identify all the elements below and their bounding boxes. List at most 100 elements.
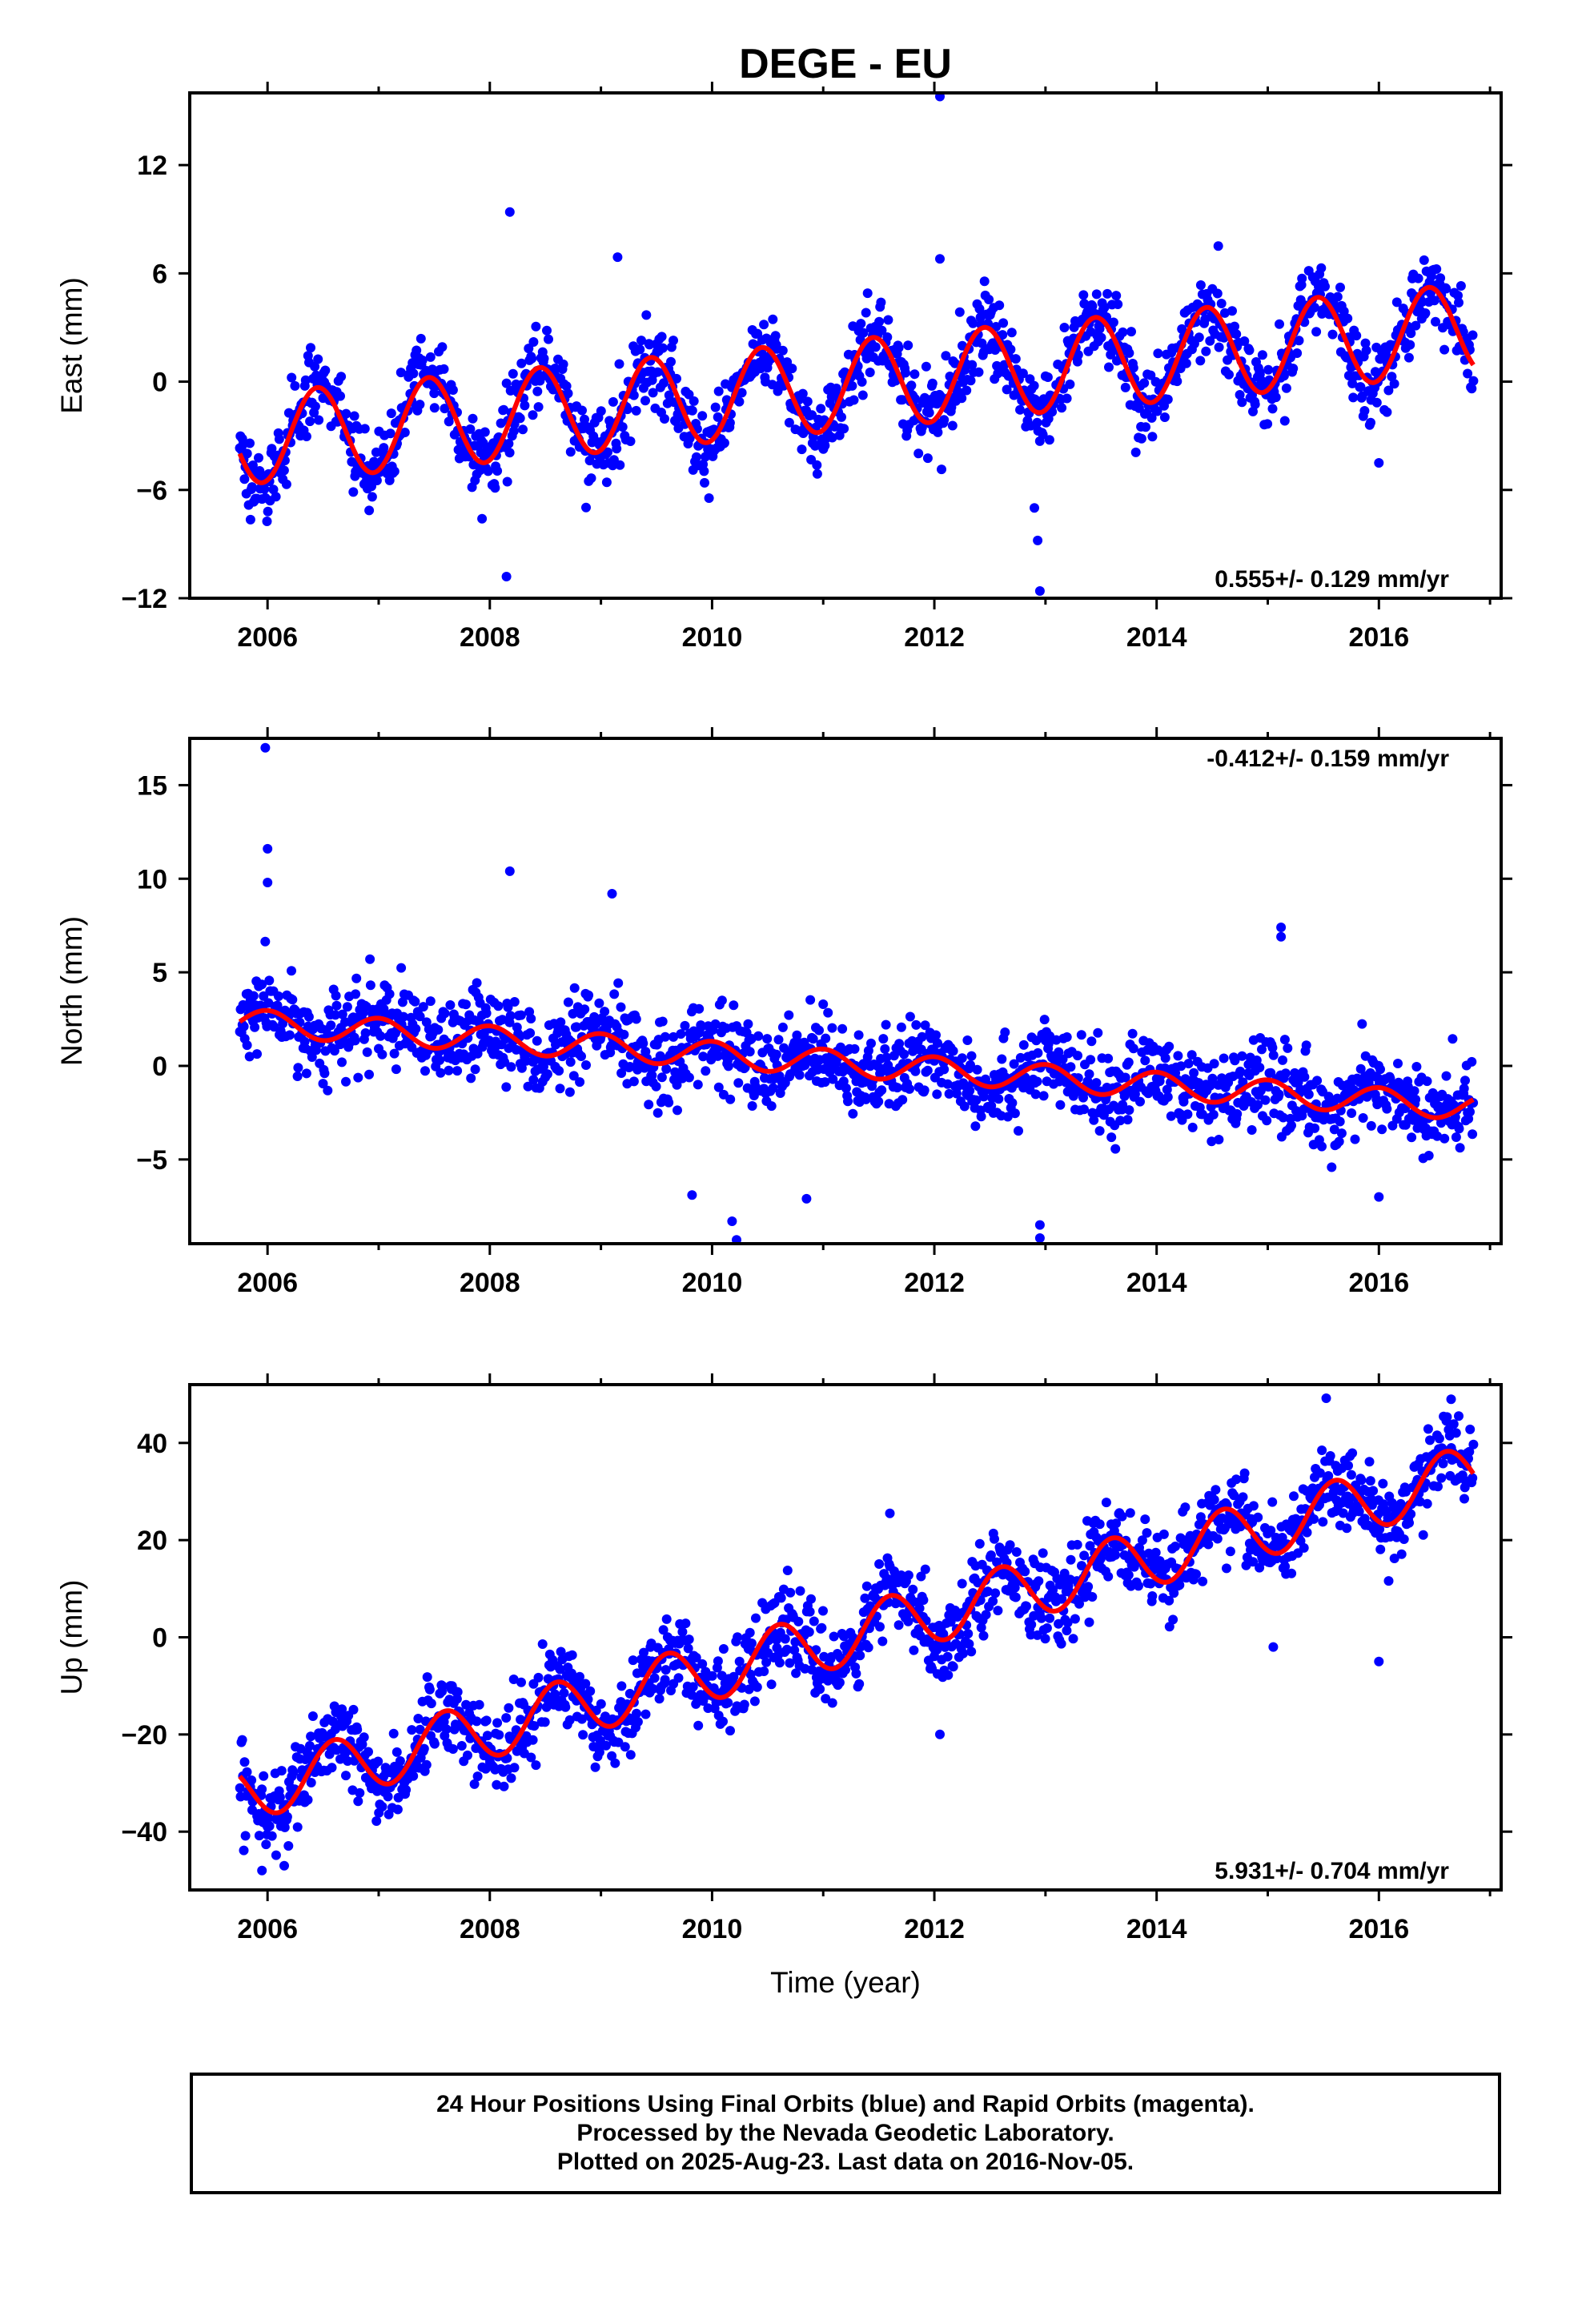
data-point — [1146, 370, 1156, 380]
data-point — [348, 487, 359, 497]
data-point — [808, 1034, 818, 1044]
outlier-point — [801, 1193, 812, 1204]
data-point — [429, 388, 440, 399]
data-point — [1454, 1411, 1464, 1421]
data-point — [1094, 1519, 1105, 1530]
data-point — [816, 404, 826, 414]
data-point — [1317, 1445, 1327, 1455]
data-point — [878, 1034, 889, 1044]
data-point — [525, 1028, 536, 1038]
data-point — [1248, 406, 1258, 416]
data-point — [631, 1014, 641, 1024]
data-point — [1195, 280, 1206, 290]
data-point — [257, 1784, 267, 1795]
data-point — [1219, 308, 1230, 318]
data-point — [586, 473, 596, 484]
data-point — [590, 1762, 600, 1772]
data-point — [1032, 417, 1042, 428]
data-point — [1177, 324, 1187, 334]
data-point — [293, 1063, 303, 1073]
data-point — [1465, 1424, 1476, 1434]
data-point — [1347, 1108, 1357, 1118]
outlier-point — [504, 207, 515, 217]
data-point — [853, 1030, 864, 1040]
outlier-point — [1268, 1642, 1279, 1652]
data-point — [1142, 1528, 1152, 1538]
data-point — [766, 1679, 777, 1690]
data-point — [828, 1074, 838, 1084]
data-point — [575, 1671, 584, 1682]
data-point — [734, 396, 745, 407]
data-point — [1231, 329, 1242, 340]
outlier-point — [1276, 931, 1287, 942]
data-point — [1468, 330, 1478, 340]
data-point — [1194, 332, 1204, 343]
data-point — [531, 321, 541, 332]
data-point — [581, 502, 591, 513]
data-point — [909, 369, 920, 380]
data-point — [1039, 396, 1050, 407]
data-point — [1278, 1055, 1287, 1065]
data-point — [1166, 1111, 1176, 1121]
data-point — [876, 297, 886, 308]
data-point — [396, 963, 407, 973]
data-point — [957, 393, 967, 404]
data-point — [335, 391, 345, 401]
x-tick-label: 2014 — [1126, 1914, 1187, 1944]
data-point — [395, 1756, 405, 1766]
data-point — [1009, 1059, 1019, 1069]
data-point — [958, 1648, 968, 1659]
data-point — [1378, 1478, 1388, 1489]
data-point — [1087, 301, 1098, 312]
data-point — [862, 288, 873, 299]
data-point — [1347, 378, 1358, 388]
rate-annotation: -0.412+/- 0.159 mm/yr — [1207, 746, 1449, 772]
data-point — [814, 1025, 824, 1035]
data-point — [641, 310, 652, 320]
data-point — [681, 1618, 691, 1629]
rate-annotation: 0.555+/- 0.129 mm/yr — [1215, 566, 1449, 593]
data-point — [1108, 317, 1118, 328]
data-point — [784, 1010, 794, 1020]
data-point — [424, 1684, 435, 1695]
data-point — [684, 389, 694, 400]
data-point — [1278, 1112, 1288, 1123]
data-point — [1321, 1393, 1331, 1403]
data-point — [1239, 336, 1250, 346]
data-point — [1211, 1485, 1221, 1495]
data-point — [707, 1671, 717, 1681]
data-point — [539, 353, 549, 364]
data-point — [1454, 297, 1464, 308]
data-point — [1042, 372, 1053, 382]
data-point — [263, 1813, 274, 1823]
data-point — [1007, 1098, 1018, 1108]
data-point — [413, 1714, 424, 1723]
data-point — [968, 318, 978, 328]
data-point — [388, 1728, 399, 1739]
data-point — [528, 1735, 538, 1745]
data-point — [1036, 1613, 1046, 1623]
data-point — [863, 1642, 873, 1653]
data-point — [363, 1747, 373, 1757]
data-point — [843, 1096, 853, 1107]
data-point — [625, 1750, 636, 1760]
data-point — [306, 1778, 316, 1787]
data-point — [1208, 1109, 1219, 1120]
data-point — [700, 477, 709, 488]
data-point — [1448, 1419, 1459, 1429]
data-point — [1250, 399, 1260, 409]
data-point — [365, 954, 375, 964]
data-point — [572, 1022, 582, 1032]
data-point — [752, 1682, 762, 1692]
data-point — [672, 373, 681, 384]
data-point — [554, 1066, 564, 1076]
data-point — [600, 1007, 610, 1017]
data-point — [880, 1043, 890, 1054]
data-point — [283, 1841, 294, 1851]
data-point — [933, 1038, 942, 1048]
data-point — [1253, 1100, 1263, 1110]
data-point — [1281, 383, 1291, 393]
data-point — [377, 1802, 387, 1811]
data-point — [327, 1763, 337, 1773]
data-point — [594, 998, 604, 1008]
